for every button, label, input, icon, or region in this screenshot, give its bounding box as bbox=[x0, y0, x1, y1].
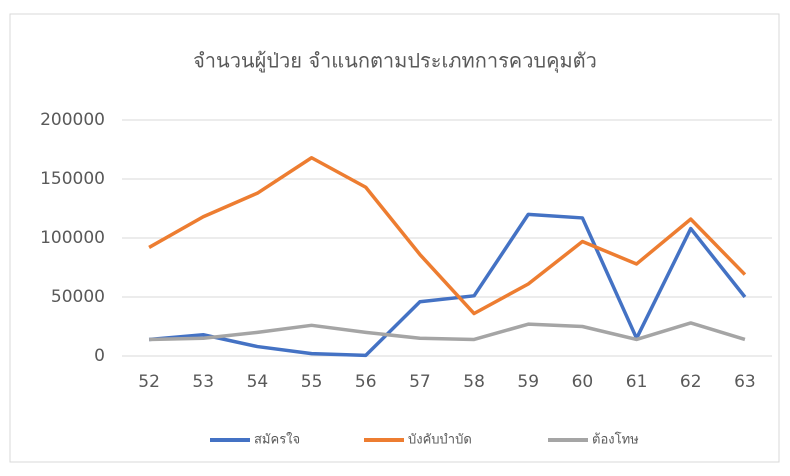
x-tick-label: 53 bbox=[192, 372, 214, 392]
series-line bbox=[148, 212, 747, 358]
series-line bbox=[149, 321, 746, 342]
y-tick-label: 150000 bbox=[40, 169, 105, 189]
legend-label: ต้องโทษ bbox=[592, 432, 639, 448]
x-tick-label: 62 bbox=[680, 372, 702, 392]
x-tick-label: 54 bbox=[247, 372, 269, 392]
x-tick-label: 59 bbox=[517, 372, 539, 392]
legend-label: สมัครใจ bbox=[254, 432, 300, 448]
y-tick-label: 100000 bbox=[40, 228, 105, 248]
x-tick-label: 61 bbox=[626, 372, 648, 392]
x-tick-label: 60 bbox=[572, 372, 594, 392]
x-tick-label: 55 bbox=[301, 372, 323, 392]
y-tick-label: 50000 bbox=[51, 287, 105, 307]
x-tick-label: 56 bbox=[355, 372, 377, 392]
series-line bbox=[148, 156, 747, 316]
x-tick-label: 52 bbox=[138, 372, 160, 392]
x-tick-label: 58 bbox=[463, 372, 485, 392]
y-tick-label: 200000 bbox=[40, 110, 105, 130]
x-tick-label: 57 bbox=[409, 372, 431, 392]
legend-label: บังคับบำบัด bbox=[408, 433, 472, 448]
chart-title: จำนวนผู้ป่วย จำแนกตามประเภทการควบคุมตัว bbox=[193, 49, 597, 74]
y-tick-label: 0 bbox=[94, 346, 105, 366]
x-tick-label: 63 bbox=[734, 372, 756, 392]
